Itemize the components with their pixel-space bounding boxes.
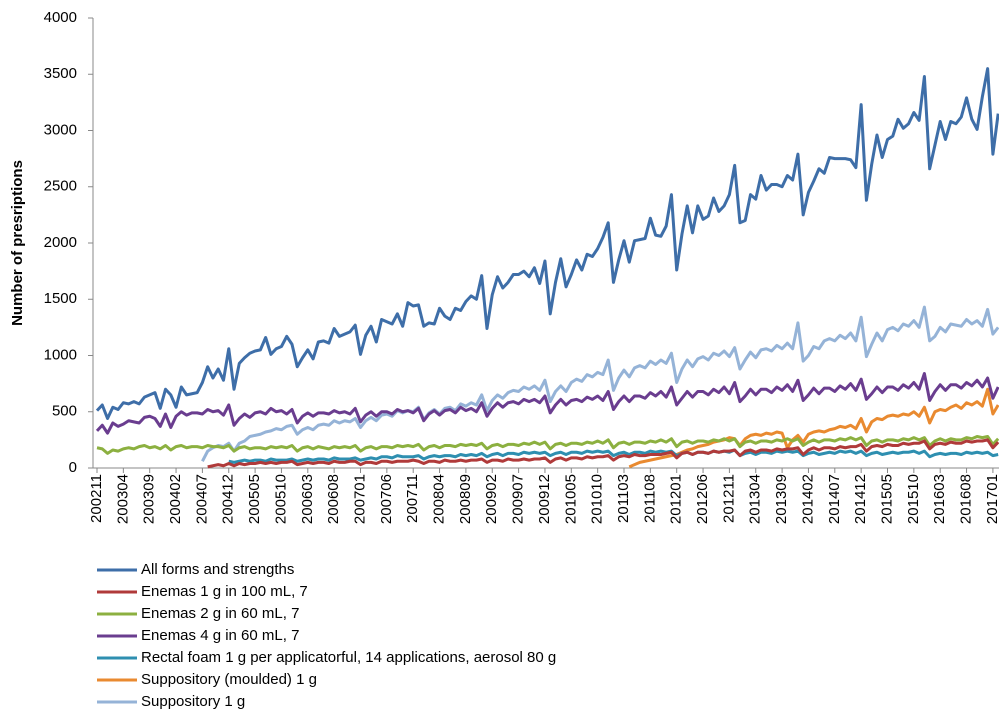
x-tick-label: 200510 [272, 474, 289, 524]
x-tick-label: 200309 [141, 474, 158, 524]
legend-label: All forms and strengths [141, 561, 294, 578]
x-tick-label: 200407 [193, 474, 210, 524]
x-tick-label: 201010 [589, 474, 606, 524]
legend-label: Suppository 1 g [141, 693, 245, 710]
series-line [95, 67, 999, 420]
legend-label: Enemas 4 g in 60 mL, 7 [141, 627, 299, 644]
x-tick-label: 200304 [114, 474, 131, 524]
series-line [628, 387, 999, 469]
y-tick-label: 1000 [44, 346, 77, 363]
x-tick-label: 200603 [299, 474, 316, 524]
y-tick-label: 500 [52, 403, 77, 420]
x-tick-label: 200912 [536, 474, 553, 524]
x-tick-label: 200608 [325, 474, 342, 524]
x-tick-label: 200505 [246, 474, 263, 524]
x-tick-label: 201407 [826, 474, 843, 524]
legend-label: Rectal foam 1 g per applicatorful, 14 ap… [141, 649, 556, 666]
series-line [96, 435, 999, 455]
x-tick-label: 201402 [799, 474, 816, 524]
series-line [228, 448, 999, 464]
y-tick-label: 1500 [44, 290, 77, 307]
legend-label: Enemas 2 g in 60 mL, 7 [141, 605, 299, 622]
x-tick-label: 200701 [351, 474, 368, 524]
x-tick-label: 201608 [958, 474, 975, 524]
x-tick-label: 201603 [931, 474, 948, 524]
x-tick-label: 201108 [641, 474, 658, 523]
x-tick-label: 201005 [562, 474, 579, 524]
x-tick-label: 200211 [88, 474, 105, 523]
y-tick-label: 0 [69, 459, 77, 476]
x-tick-label: 200809 [457, 474, 474, 524]
x-tick-label: 201510 [905, 474, 922, 524]
x-tick-label: 201309 [773, 474, 790, 524]
x-tick-label: 201505 [878, 474, 895, 524]
y-tick-label: 3000 [44, 121, 77, 138]
series-line [201, 305, 999, 462]
x-tick-label: 201304 [747, 474, 764, 524]
x-tick-label: 201206 [694, 474, 711, 524]
y-tick-label: 2500 [44, 178, 77, 195]
x-tick-label: 200706 [378, 474, 395, 524]
legend-label: Suppository (moulded) 1 g [141, 671, 317, 688]
x-tick-label: 201211 [720, 474, 737, 523]
x-tick-label: 200402 [167, 474, 184, 524]
series-line [95, 372, 999, 435]
series-line [207, 438, 999, 469]
x-tick-label: 201201 [668, 474, 685, 524]
y-tick-label: 2000 [44, 234, 77, 251]
x-tick-label: 201701 [984, 474, 999, 524]
x-tick-label: 200804 [431, 474, 448, 524]
y-axis-label: Number of presriptions [9, 160, 26, 326]
x-tick-label: 201412 [852, 474, 869, 524]
y-tick-label: 4000 [44, 9, 77, 26]
x-tick-label: 200907 [510, 474, 527, 524]
x-tick-label: 200902 [483, 474, 500, 524]
x-tick-label: 200412 [220, 474, 237, 524]
y-tick-label: 3500 [44, 65, 77, 82]
legend-label: Enemas 1 g in 100 mL, 7 [141, 583, 308, 600]
x-tick-label: 200711 [404, 474, 421, 523]
x-tick-label: 201103 [615, 474, 632, 523]
